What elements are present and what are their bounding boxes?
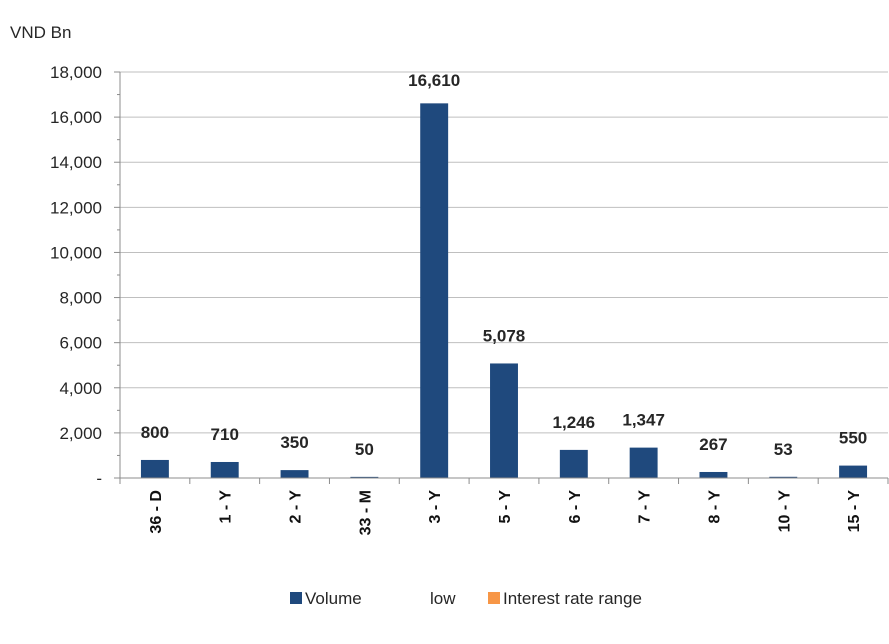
- x-tick-label: 1 - Y: [218, 490, 235, 524]
- y-tick-label: 2,000: [59, 424, 102, 443]
- legend-marker: [290, 592, 302, 604]
- bar: [210, 461, 239, 478]
- legend-marker: [488, 592, 500, 604]
- bar: [140, 459, 169, 478]
- y-tick-label: 8,000: [59, 289, 102, 308]
- data-label: 5,078: [483, 326, 526, 345]
- x-tick-label: 15 - Y: [846, 490, 863, 533]
- y-tick-label: 10,000: [50, 243, 102, 262]
- y-tick-label: -: [96, 469, 102, 488]
- y-tick-label: 18,000: [50, 63, 102, 82]
- x-tick-label: 33 - M: [357, 490, 374, 535]
- data-label: 550: [839, 429, 867, 448]
- y-tick-label: 14,000: [50, 153, 102, 172]
- bar: [420, 103, 449, 478]
- data-labels: 800 710 350 50 16,610 5,078 1,246 1,347 267 53 550: [141, 71, 868, 459]
- gridlines: [120, 71, 888, 434]
- x-tick-label: 7 - Y: [637, 490, 654, 524]
- data-label: 1,246: [553, 413, 596, 432]
- legend-label: low: [430, 589, 456, 608]
- bar: [629, 447, 658, 478]
- bar: [559, 449, 588, 478]
- y-tick-label: 16,000: [50, 108, 102, 127]
- x-tick-label: 10 - Y: [776, 490, 793, 533]
- x-tick-label: 36 - D: [148, 490, 165, 534]
- x-tick-label: 8 - Y: [706, 490, 723, 524]
- bar: [769, 476, 798, 478]
- legend-label: Volume: [305, 589, 362, 608]
- y-axis-ticks: - 2,000 4,000 6,000 8,000 10,000 12,000 14,000 1…: [50, 63, 120, 488]
- x-tick-label: 5 - Y: [497, 490, 514, 524]
- bar: [699, 471, 728, 478]
- legend-label: Interest rate range: [503, 589, 642, 608]
- y-tick-label: 4,000: [59, 379, 102, 398]
- data-label: 53: [774, 440, 793, 459]
- y-tick-label: 6,000: [59, 334, 102, 353]
- bar: [490, 363, 518, 478]
- bar: [839, 465, 868, 478]
- bars: [140, 103, 868, 478]
- x-tick-label: 2 - Y: [288, 490, 305, 524]
- data-label: 710: [211, 425, 239, 444]
- data-label: 800: [141, 423, 169, 442]
- data-label: 50: [355, 440, 374, 459]
- x-axis-labels: 36 - D 1 - Y 2 - Y 33 - M 3 - Y 5 - Y 6 - Y 7 -…: [148, 490, 863, 536]
- data-label: 267: [699, 435, 727, 454]
- bar: [280, 470, 309, 478]
- unit-label: VND Bn: [10, 23, 71, 42]
- data-label: 350: [280, 433, 308, 452]
- data-label: 16,610: [408, 71, 460, 90]
- legend: Volume low Interest rate range: [290, 589, 642, 608]
- axes: [119, 72, 889, 484]
- bar: [350, 476, 379, 478]
- y-tick-label: 12,000: [50, 198, 102, 217]
- x-tick-label: 6 - Y: [567, 490, 584, 524]
- x-tick-label: 3 - Y: [427, 490, 444, 524]
- data-label: 1,347: [622, 411, 665, 430]
